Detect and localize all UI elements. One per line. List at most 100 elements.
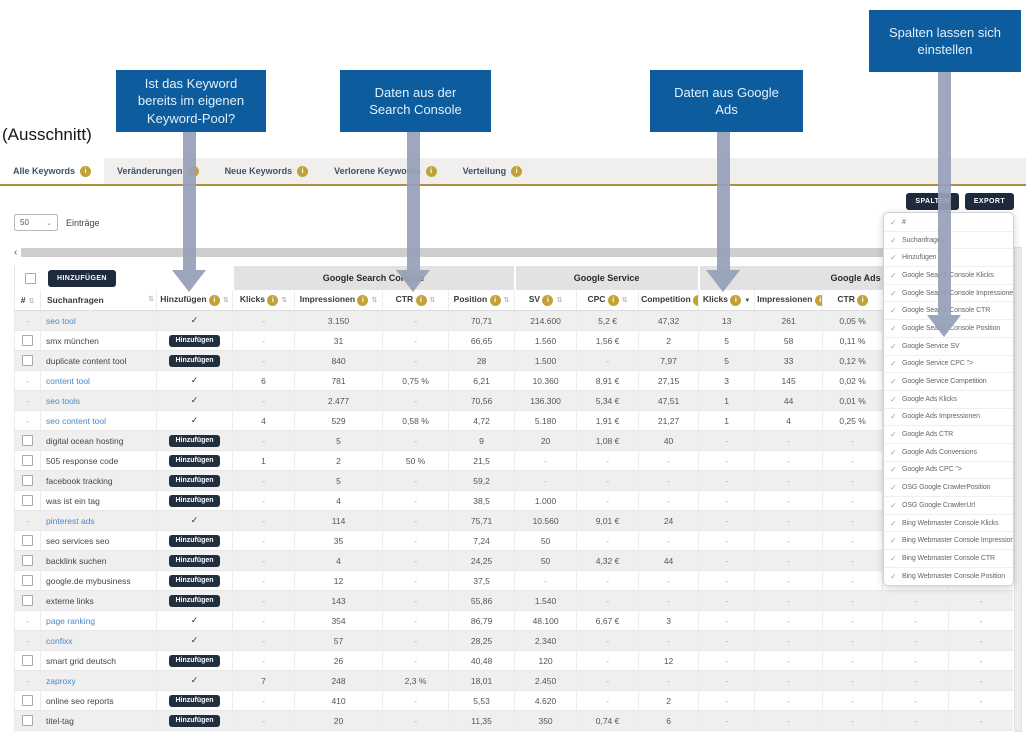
column-toggle-item[interactable]: ✓ OSG Google CrawlerPosition: [884, 479, 1013, 497]
column-header-hinzuf-gen[interactable]: Hinzufügen i ⇅: [155, 290, 233, 311]
add-keyword-button[interactable]: Hinzufügen: [169, 435, 220, 447]
column-toggle-item[interactable]: ✓ Google Ads Klicks: [884, 391, 1013, 409]
info-icon[interactable]: i: [415, 295, 427, 306]
tab-verteilung[interactable]: Verteilung i: [450, 158, 536, 184]
column-toggle-item[interactable]: ✓ Google Ads CPC ">: [884, 462, 1013, 480]
column-toggle-item[interactable]: ✓ OSG Google CrawlerUrl: [884, 497, 1013, 515]
add-keyword-button[interactable]: Hinzufügen: [169, 655, 220, 667]
row-select-cell[interactable]: [14, 470, 41, 491]
row-checkbox[interactable]: [22, 475, 33, 486]
row-checkbox[interactable]: [22, 715, 33, 726]
column-header-cpc[interactable]: CPC i ⇅: [576, 290, 639, 311]
keyword-link[interactable]: page ranking: [46, 615, 96, 626]
column-toggle-item[interactable]: ✓ Google Ads CTR: [884, 426, 1013, 444]
add-keyword-button[interactable]: Hinzufügen: [169, 355, 220, 367]
add-keywords-button[interactable]: HINZUFÜGEN: [48, 269, 116, 287]
add-keyword-button[interactable]: Hinzufügen: [169, 455, 220, 467]
scrollbar-track[interactable]: [21, 248, 1016, 257]
info-icon[interactable]: i: [693, 295, 699, 306]
row-checkbox[interactable]: [22, 575, 33, 586]
sort-icon[interactable]: ⇅: [621, 297, 628, 304]
keyword-link[interactable]: content tool: [46, 375, 90, 386]
tab-verlorene-keywords[interactable]: Verlorene Keywords i: [321, 158, 450, 184]
add-keyword-button[interactable]: Hinzufügen: [169, 335, 220, 347]
row-checkbox[interactable]: [22, 335, 33, 346]
column-header-position[interactable]: Position i ⇅: [448, 290, 515, 311]
row-select-cell[interactable]: [14, 530, 41, 551]
keyword-link[interactable]: zaproxy: [46, 675, 76, 686]
add-keyword-button[interactable]: Hinzufügen: [169, 555, 220, 567]
keyword-link[interactable]: pinterest ads: [46, 515, 95, 526]
row-checkbox[interactable]: [22, 455, 33, 466]
row-checkbox[interactable]: [22, 435, 33, 446]
row-checkbox[interactable]: [22, 595, 33, 606]
column-header-suchanfragen[interactable]: Suchanfragen ⇅: [40, 290, 157, 311]
info-icon[interactable]: i: [80, 165, 92, 177]
select-all-checkbox[interactable]: [25, 272, 36, 284]
entries-select[interactable]: 50 ⌄: [14, 214, 58, 231]
sort-icon[interactable]: ⇅: [556, 297, 563, 304]
row-select-cell[interactable]: [14, 570, 41, 591]
sort-icon[interactable]: ⇅: [371, 297, 378, 304]
column-header-ctr[interactable]: CTR i: [822, 290, 883, 311]
keyword-link[interactable]: seo tool: [46, 315, 76, 326]
keyword-link[interactable]: seo tools: [46, 395, 81, 406]
column-header-klicks[interactable]: Klicks i ⇅: [232, 290, 295, 311]
row-select-cell[interactable]: [14, 490, 41, 511]
sort-icon[interactable]: ⇅: [28, 298, 35, 305]
add-keyword-button[interactable]: Hinzufügen: [169, 695, 220, 707]
add-keyword-button[interactable]: Hinzufügen: [169, 495, 220, 507]
info-icon[interactable]: i: [425, 165, 437, 177]
column-header-ctr[interactable]: CTR i ⇅: [382, 290, 449, 311]
keyword-link[interactable]: confixx: [46, 635, 73, 646]
sort-icon[interactable]: ⇅: [148, 296, 154, 303]
vertical-scrollbar[interactable]: [1014, 247, 1022, 732]
info-icon[interactable]: i: [489, 295, 501, 306]
column-toggle-item[interactable]: ✓ Bing Webmaster Console CTR: [884, 550, 1013, 568]
column-toggle-item[interactable]: ✓ Google Service Competition: [884, 373, 1013, 391]
sort-icon[interactable]: ⇅: [222, 297, 229, 304]
row-checkbox[interactable]: [22, 535, 33, 546]
info-icon[interactable]: i: [511, 165, 523, 177]
keyword-link[interactable]: seo content tool: [46, 415, 107, 426]
column-toggle-item[interactable]: ✓ Bing Webmaster Console Impressionen: [884, 532, 1013, 551]
row-select-cell[interactable]: [14, 550, 41, 571]
info-icon[interactable]: i: [730, 295, 742, 306]
add-keyword-button[interactable]: Hinzufügen: [169, 475, 220, 487]
info-icon[interactable]: i: [814, 295, 823, 306]
export-button[interactable]: EXPORT: [964, 193, 1014, 210]
add-keyword-button[interactable]: Hinzufügen: [169, 575, 220, 587]
column-toggle-item[interactable]: ✓ Google Ads Conversions: [884, 444, 1013, 462]
row-select-cell[interactable]: [14, 590, 41, 611]
tab-alle-keywords[interactable]: Alle Keywords i: [0, 158, 105, 184]
scroll-left-icon[interactable]: ‹: [14, 246, 18, 258]
row-select-cell[interactable]: [14, 690, 41, 711]
sort-icon[interactable]: ⇅: [281, 297, 288, 304]
column-header-competition[interactable]: Competition i⇅: [638, 290, 699, 311]
row-checkbox[interactable]: [22, 655, 33, 666]
column-header-impressionen[interactable]: Impressionen i⇅: [294, 290, 383, 311]
add-keyword-button[interactable]: Hinzufügen: [169, 595, 220, 607]
sort-icon[interactable]: ⇅: [429, 297, 436, 304]
column-toggle-item[interactable]: ✓ Google Ads Impressionen: [884, 409, 1013, 427]
add-keyword-button[interactable]: Hinzufügen: [169, 715, 220, 727]
sort-icon[interactable]: ⇅: [503, 297, 510, 304]
info-icon[interactable]: i: [607, 295, 619, 306]
row-select-cell[interactable]: [14, 330, 41, 351]
column-header-impressionen[interactable]: Impressionen i⇅: [754, 290, 823, 311]
column-toggle-item[interactable]: ✓ Google Service CPC ">: [884, 356, 1013, 374]
sort-desc-icon[interactable]: ▼: [744, 298, 751, 304]
info-icon[interactable]: i: [857, 295, 869, 306]
row-checkbox[interactable]: [22, 495, 33, 506]
column-toggle-item[interactable]: ✓ Bing Webmaster Console Position: [884, 568, 1013, 585]
row-select-cell[interactable]: [14, 710, 41, 731]
info-icon[interactable]: i: [267, 295, 279, 306]
info-icon[interactable]: i: [542, 295, 554, 306]
column-header-#[interactable]: # ⇅: [14, 290, 41, 311]
info-icon[interactable]: i: [297, 165, 309, 177]
column-toggle-item[interactable]: ✓ Google Service SV: [884, 338, 1013, 356]
row-checkbox[interactable]: [22, 555, 33, 566]
row-select-cell[interactable]: [14, 650, 41, 671]
column-header-sv[interactable]: SV i ⇅: [514, 290, 577, 311]
horizontal-scrollbar[interactable]: ‹: [14, 247, 1016, 258]
